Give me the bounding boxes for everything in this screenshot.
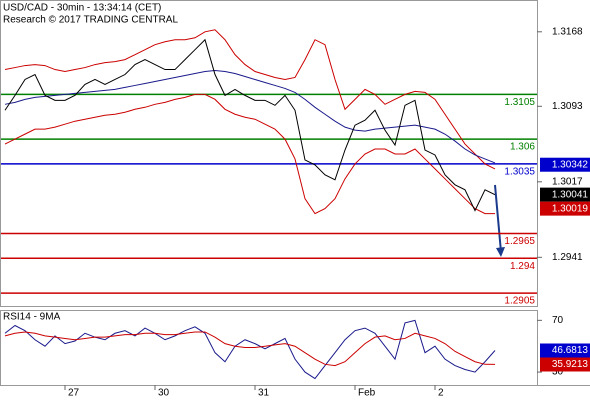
x-tick-label: 31: [258, 388, 270, 399]
chart-title: USD/CAD - 30min - 13:34:14 (CET): [3, 3, 161, 14]
price-marker-label: 1.30019: [552, 203, 589, 214]
x-tick-label: Feb: [358, 388, 376, 399]
series-line: [4, 70, 496, 164]
x-tick-label: 30: [158, 388, 170, 399]
level-label: 1.2905: [504, 296, 535, 307]
level-label: 1.3105: [504, 97, 535, 108]
forecast-arrow: [494, 184, 502, 253]
level-label: 1.2965: [504, 236, 535, 247]
y-tick-label: 70: [552, 315, 564, 326]
price-marker-box: [540, 157, 590, 172]
price-marker-label: 1.30041: [552, 189, 589, 200]
chart-subtitle: Research © 2017 TRADING CENTRAL: [3, 15, 178, 26]
series-line: [4, 29, 496, 170]
x-tick-label: 2: [438, 388, 444, 399]
y-tick-label: 1.2941: [552, 252, 583, 263]
x-tick-label: 27: [68, 388, 80, 399]
forecast-arrowhead: [496, 247, 505, 257]
main-panel-frame: [0, 0, 538, 307]
y-tick-label: 1.3093: [552, 101, 583, 112]
rsi-title: RSI14 - 9MA: [3, 312, 61, 323]
series-line: [4, 319, 496, 380]
price-marker-label: 35.9213: [552, 359, 589, 370]
series-line: [4, 331, 496, 367]
price-marker-box: [540, 201, 590, 216]
price-marker-label: 46.6813: [552, 345, 589, 356]
level-label: 1.3035: [504, 167, 535, 178]
price-marker-box: [540, 343, 590, 358]
y-tick-label: 1.3168: [552, 26, 583, 37]
level-label: 1.294: [510, 261, 535, 272]
level-label: 1.306: [510, 142, 535, 153]
price-marker-box: [540, 357, 590, 372]
series-line: [4, 93, 495, 215]
price-marker-box: [540, 187, 590, 202]
y-tick-label: 1.3017: [552, 176, 583, 187]
price-marker-label: 1.30342: [552, 159, 589, 170]
y-tick-label: 30: [552, 367, 564, 378]
series-line: [4, 38, 496, 212]
